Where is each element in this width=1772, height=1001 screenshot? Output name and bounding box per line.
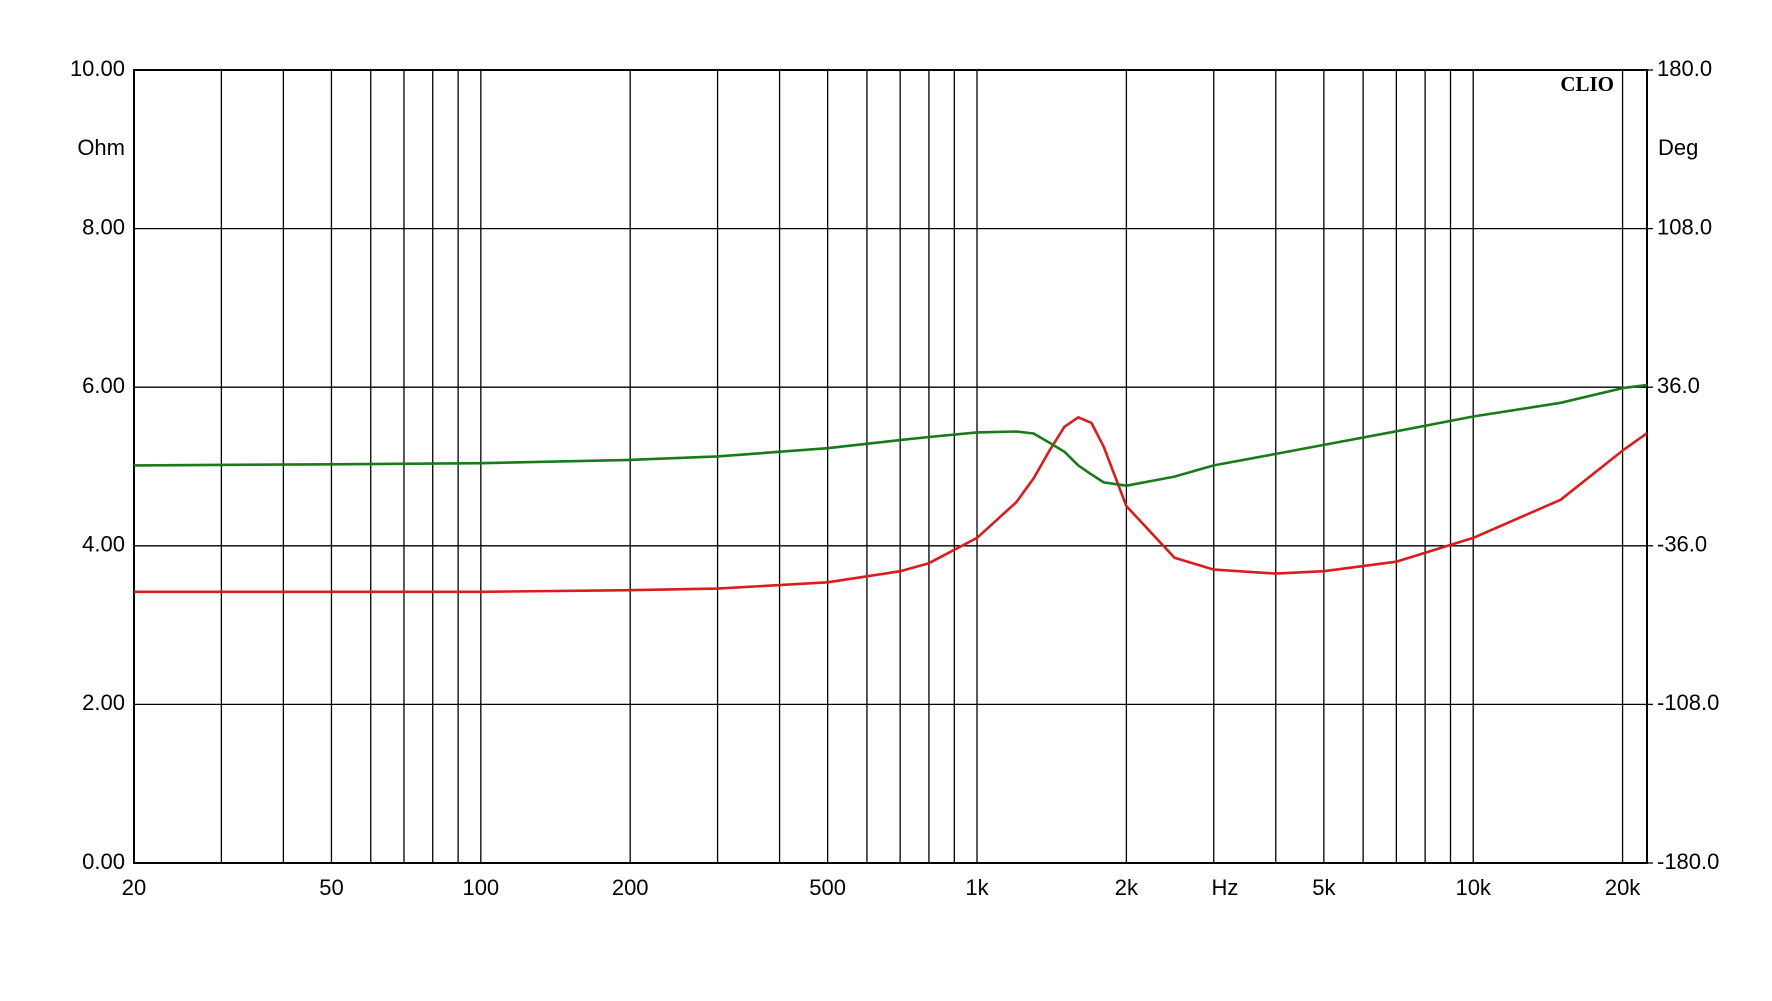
y-tick-label: 2.00 [82,690,125,715]
series-line [134,416,1648,594]
x-unit: Hz [1212,875,1239,900]
x-tick-label: 200 [612,875,649,900]
x-tick-label: 500 [809,875,846,900]
plot-frame [133,69,1648,864]
y-tick-label: 6.00 [82,373,125,398]
y-tick-label: 10.00 [70,56,125,81]
y2-unit: Deg [1658,135,1698,160]
y2-tick-label: -108.0 [1657,690,1719,715]
x-tick-label: 50 [319,875,343,900]
brand: CLIO [1560,72,1614,96]
y2-tick-label: 180.0 [1657,56,1712,81]
x-tick-label: 1k [965,875,989,900]
y2-tick-label: 36.0 [1657,373,1700,398]
y-tick-label: 0.00 [82,849,125,874]
series-line [133,383,1648,487]
y-unit: Ohm [77,135,125,160]
x-tick-label: 10k [1455,875,1491,900]
y2-tick-label: -36.0 [1657,532,1707,557]
x-tick-label: 20 [122,875,146,900]
x-tick-label: 5k [1312,875,1336,900]
y2-tick-label: 108.0 [1657,214,1712,239]
x-tick-label: 100 [462,875,499,900]
x-tick-label: 20k [1605,875,1641,900]
y2-tick-label: -180.0 [1657,849,1719,874]
x-tick-label: 2k [1115,875,1139,900]
y-tick-label: 8.00 [82,214,125,239]
y-tick-label: 4.00 [82,532,125,557]
